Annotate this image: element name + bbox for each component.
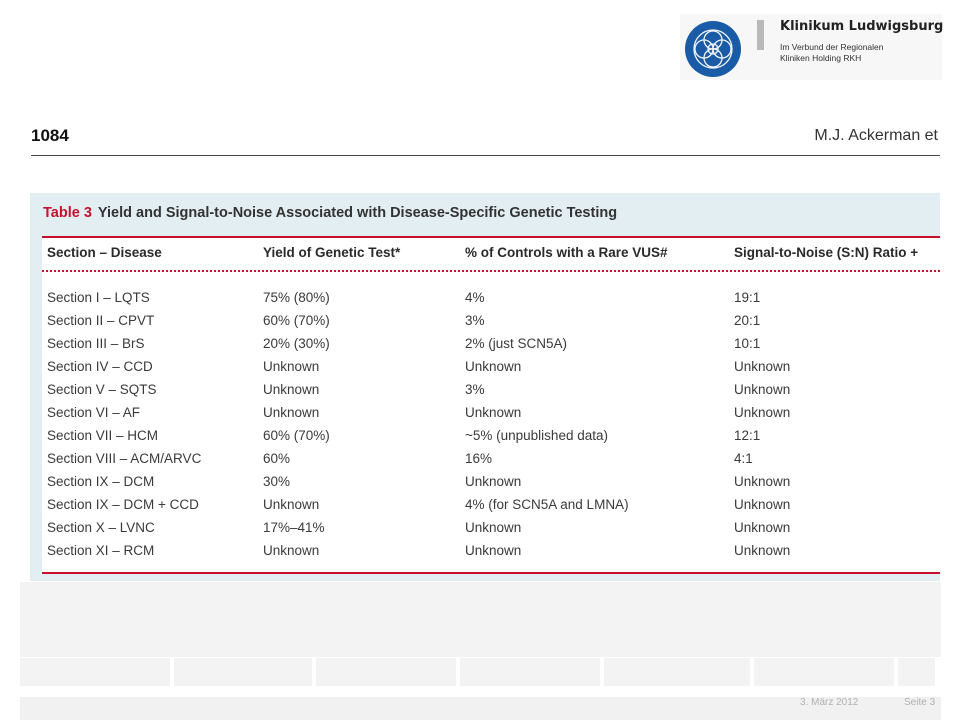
table-caption-text: Yield and Signal-to-Noise Associated wit… (97, 205, 618, 221)
cell-disease: Section IX – DCM (47, 474, 155, 489)
logo-subtitle-line2: Kliniken Holding RKH (780, 53, 862, 63)
footer-cell (316, 658, 456, 686)
logo-title: Klinikum Ludwigsburg (780, 19, 944, 34)
article-page-number: 1084 (31, 126, 69, 145)
cell-disease: Section III – BrS (47, 336, 145, 351)
cell-yield: 20% (30%) (263, 336, 330, 351)
cell-controls-vus: Unknown (465, 520, 522, 535)
footer-cell (460, 658, 600, 686)
cell-signal-to-noise: 4:1 (734, 451, 753, 466)
cell-signal-to-noise: Unknown (734, 359, 791, 374)
cell-controls-vus: 16% (465, 451, 493, 466)
logo-subtitle-line1: Im Verbund der Regionalen (780, 42, 884, 52)
cell-disease: Section VIII – ACM/ARVC (47, 451, 202, 466)
cell-signal-to-noise: 12:1 (734, 428, 761, 443)
table-label: Table 3 (43, 205, 92, 221)
cell-controls-vus: Unknown (465, 474, 522, 489)
cell-disease: Section VII – HCM (47, 428, 159, 443)
cell-controls-vus: Unknown (465, 543, 522, 558)
cell-signal-to-noise: Unknown (734, 543, 791, 558)
cell-controls-vus: Unknown (465, 405, 522, 420)
clinic-logo-icon (685, 21, 741, 77)
column-header-signal-to-noise: Signal-to-Noise (S:N) Ratio + (734, 245, 919, 260)
logo-divider-bar (757, 20, 764, 50)
cell-yield: 75% (80%) (263, 290, 330, 305)
article-authors: M.J. Ackerman et (814, 127, 938, 144)
cell-yield: Unknown (263, 405, 320, 420)
cell-controls-vus: 3% (465, 382, 485, 397)
cell-yield: 60% (263, 451, 291, 466)
footer-cell (174, 658, 312, 686)
cell-yield: 60% (70%) (263, 428, 330, 443)
cell-yield: Unknown (263, 497, 320, 512)
cell-signal-to-noise: 20:1 (734, 313, 761, 328)
cell-disease: Section I – LQTS (47, 290, 150, 305)
footer-cell (20, 658, 170, 686)
column-header-yield: Yield of Genetic Test* (263, 245, 401, 260)
cell-disease: Section XI – RCM (47, 543, 155, 558)
cell-controls-vus: 2% (just SCN5A) (465, 336, 568, 351)
cell-controls-vus: 4% (465, 290, 485, 305)
cell-controls-vus: ~5% (unpublished data) (465, 428, 608, 443)
cell-yield: 60% (70%) (263, 313, 330, 328)
footer-background (20, 582, 941, 657)
table-bottom-rule (42, 572, 940, 574)
table-header-rule (42, 270, 940, 272)
footer-date: 3. März 2012 (800, 697, 859, 708)
footer-cells (20, 658, 941, 686)
cell-controls-vus: 3% (465, 313, 485, 328)
cell-signal-to-noise: 19:1 (734, 290, 761, 305)
cell-signal-to-noise: Unknown (734, 382, 791, 397)
cell-signal-to-noise: Unknown (734, 497, 791, 512)
cell-signal-to-noise: Unknown (734, 474, 791, 489)
table-caption: Table 3 Yield and Signal-to-Noise Associa… (43, 205, 617, 221)
column-header-controls-vus: % of Controls with a Rare VUS# (465, 245, 668, 260)
cell-signal-to-noise: Unknown (734, 405, 791, 420)
cell-yield: 17%–41% (263, 520, 325, 535)
table-body-bg (42, 236, 940, 574)
cell-disease: Section VI – AF (47, 405, 141, 420)
cell-disease: Section IX – DCM + CCD (47, 497, 199, 512)
footer-page-number: Seite 3 (904, 697, 936, 708)
table-top-rule (42, 236, 940, 238)
footer-cell (604, 658, 750, 686)
cell-disease: Section V – SQTS (47, 382, 157, 397)
footer-strip (20, 697, 941, 720)
cell-yield: 30% (263, 474, 291, 489)
footer-cell (898, 658, 935, 686)
cell-yield: Unknown (263, 359, 320, 374)
cell-signal-to-noise: 10:1 (734, 336, 761, 351)
column-header-disease: Section – Disease (47, 245, 162, 260)
cell-disease: Section X – LVNC (47, 520, 155, 535)
footer-cell (754, 658, 894, 686)
cell-yield: Unknown (263, 543, 320, 558)
cell-controls-vus: Unknown (465, 359, 522, 374)
cell-disease: Section IV – CCD (47, 359, 153, 374)
header-divider (31, 155, 940, 156)
cell-signal-to-noise: Unknown (734, 520, 791, 535)
cell-disease: Section II – CPVT (47, 313, 155, 328)
cell-yield: Unknown (263, 382, 320, 397)
cell-controls-vus: 4% (for SCN5A and LMNA) (465, 497, 629, 512)
